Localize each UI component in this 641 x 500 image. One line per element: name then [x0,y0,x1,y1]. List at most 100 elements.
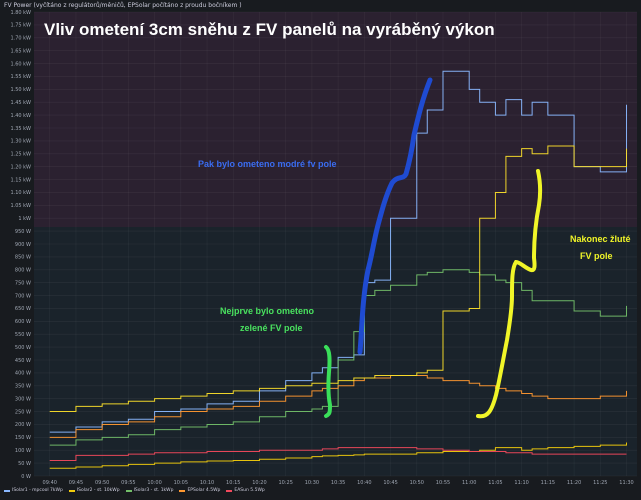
legend-label: EPSolar 4.5Wp [187,488,221,493]
legend-item[interactable]: ISolar3 - st. 1kWp [125,488,174,493]
y-tick-label: 1 kW [18,216,31,222]
blue-note: Pak bylo ometeno modré fv pole [198,159,337,169]
x-tick-label: 10:25 [278,480,292,486]
x-tick-label: 10:30 [305,480,319,486]
y-tick-label: 1.75 kW [10,23,31,29]
yellow-note-line2: FV pole [580,251,613,261]
y-tick-label: 700 W [15,293,31,299]
x-tick-label: 11:25 [593,480,607,486]
y-tick-label: 0 W [21,474,31,480]
green-note-line2: zelené FV pole [240,323,303,333]
x-tick-label: 11:10 [514,480,528,486]
yellow-stroke [476,169,543,419]
legend-swatch [125,489,132,492]
grid [34,11,637,477]
legend-swatch [4,489,10,492]
y-tick-label: 1.25 kW [10,152,31,158]
blue-stroke [357,77,433,355]
y-tick-label: 450 W [15,358,31,364]
x-tick-label: 10:55 [436,480,450,486]
x-tick-label: 11:20 [567,480,581,486]
y-tick-label: 1.60 kW [10,61,31,67]
y-tick-label: 1.50 kW [10,87,31,93]
series-line-5 [49,145,628,413]
x-axis-ticks: 09:40 09:45 09:50 09:55 10:00 10:05 10:10 10:15… [43,480,634,486]
y-tick-label: 1.65 kW [10,48,31,54]
y-tick-label: 500 W [15,345,31,351]
y-tick-label: 750 W [15,280,31,286]
y-tick-label: 300 W [15,396,31,402]
series-lines [49,70,628,469]
y-tick-label: 1.35 kW [10,126,31,132]
x-tick-label: 09:55 [121,480,135,486]
y-tick-label: 550 W [15,332,31,338]
y-tick-label: 250 W [15,409,31,415]
legend-label: EASun 5.5Wp [234,488,265,493]
x-tick-label: 11:30 [619,480,633,486]
y-tick-label: 1.70 kW [10,36,31,42]
legend-swatch [68,489,75,492]
legend-label: ISolar2 - st. 10kWp [76,488,120,493]
y-tick-label: 1.45 kW [10,100,31,106]
y-tick-label: 950 W [15,229,31,235]
x-tick-label: 09:50 [95,480,109,486]
y-tick-label: 1.40 kW [10,113,31,119]
y-tick-label: 850 W [15,255,31,261]
y-tick-label: 50 W [18,461,31,467]
x-tick-label: 11:15 [541,480,555,486]
y-tick-label: 1.05 kW [10,203,31,209]
panel-title: FV Power (vyčítáno z regulátorů/měničů, … [4,2,242,9]
y-tick-label: 1.80 kW [10,10,31,16]
legend-swatch [226,489,233,492]
series-line-2 [49,269,628,446]
y-tick-label: 800 W [15,268,31,274]
series-line-1 [49,442,628,469]
series-line-4 [49,447,627,462]
y-tick-label: 1.10 kW [10,190,31,196]
series-line-0 [49,70,628,433]
x-tick-label: 10:15 [226,480,240,486]
y-tick-label: 200 W [15,422,31,428]
y-tick-label: 100 W [15,448,31,454]
x-tick-label: 10:40 [357,480,371,486]
x-tick-label: 10:45 [383,480,397,486]
x-tick-label: 10:20 [252,480,266,486]
legend-label: ISolar3 - st. 1kWp [133,488,174,493]
yellow-note-line1: Nakonec žluté [570,234,631,244]
x-tick-label: 10:50 [410,480,424,486]
legend-item[interactable]: ISolar2 - st. 10kWp [68,488,120,493]
x-tick-label: 11:05 [488,480,502,486]
x-tick-label: 10:00 [147,480,161,486]
y-tick-label: 1.30 kW [10,139,31,145]
series-line-3 [49,374,628,438]
y-tick-label: 1.15 kW [10,177,31,183]
y-tick-label: 650 W [15,306,31,312]
band-lower [34,227,637,476]
legend-item[interactable]: ISolar1 - mpcool 7kWp [4,488,63,493]
y-tick-label: 350 W [15,384,31,390]
y-tick-label: 1.20 kW [10,164,31,170]
legend-item[interactable]: EPSolar 4.5Wp [179,488,220,493]
legend: ISolar1 - mpcool 7kWp ISolar2 - st. 10kWp… [4,488,265,493]
y-axis-ticks: 0 W 50 W 100 W 150 W 200 W 250 W 300 W 350 W 400… [10,10,31,480]
x-tick-label: 10:10 [200,480,214,486]
y-tick-label: 400 W [15,371,31,377]
legend-swatch [179,489,186,492]
x-tick-label: 11:00 [462,480,476,486]
x-tick-label: 10:35 [331,480,345,486]
band-upper [34,12,637,227]
legend-item[interactable]: EASun 5.5Wp [226,488,265,493]
green-stroke [324,345,333,418]
y-tick-label: 600 W [15,319,31,325]
annotation-strokes [324,77,543,419]
y-tick-label: 150 W [15,435,31,441]
headline-annotation: Vliv ometení 3cm sněhu z FV panelů na vy… [44,20,495,39]
x-tick-label: 09:40 [43,480,57,486]
y-tick-label: 900 W [15,242,31,248]
x-tick-label: 09:45 [69,480,83,486]
green-note-line1: Nejprve bylo ometeno [220,306,315,316]
legend-label: ISolar1 - mpcool 7kWp [12,488,63,493]
x-tick-label: 10:05 [174,480,188,486]
y-tick-label: 1.55 kW [10,74,31,80]
